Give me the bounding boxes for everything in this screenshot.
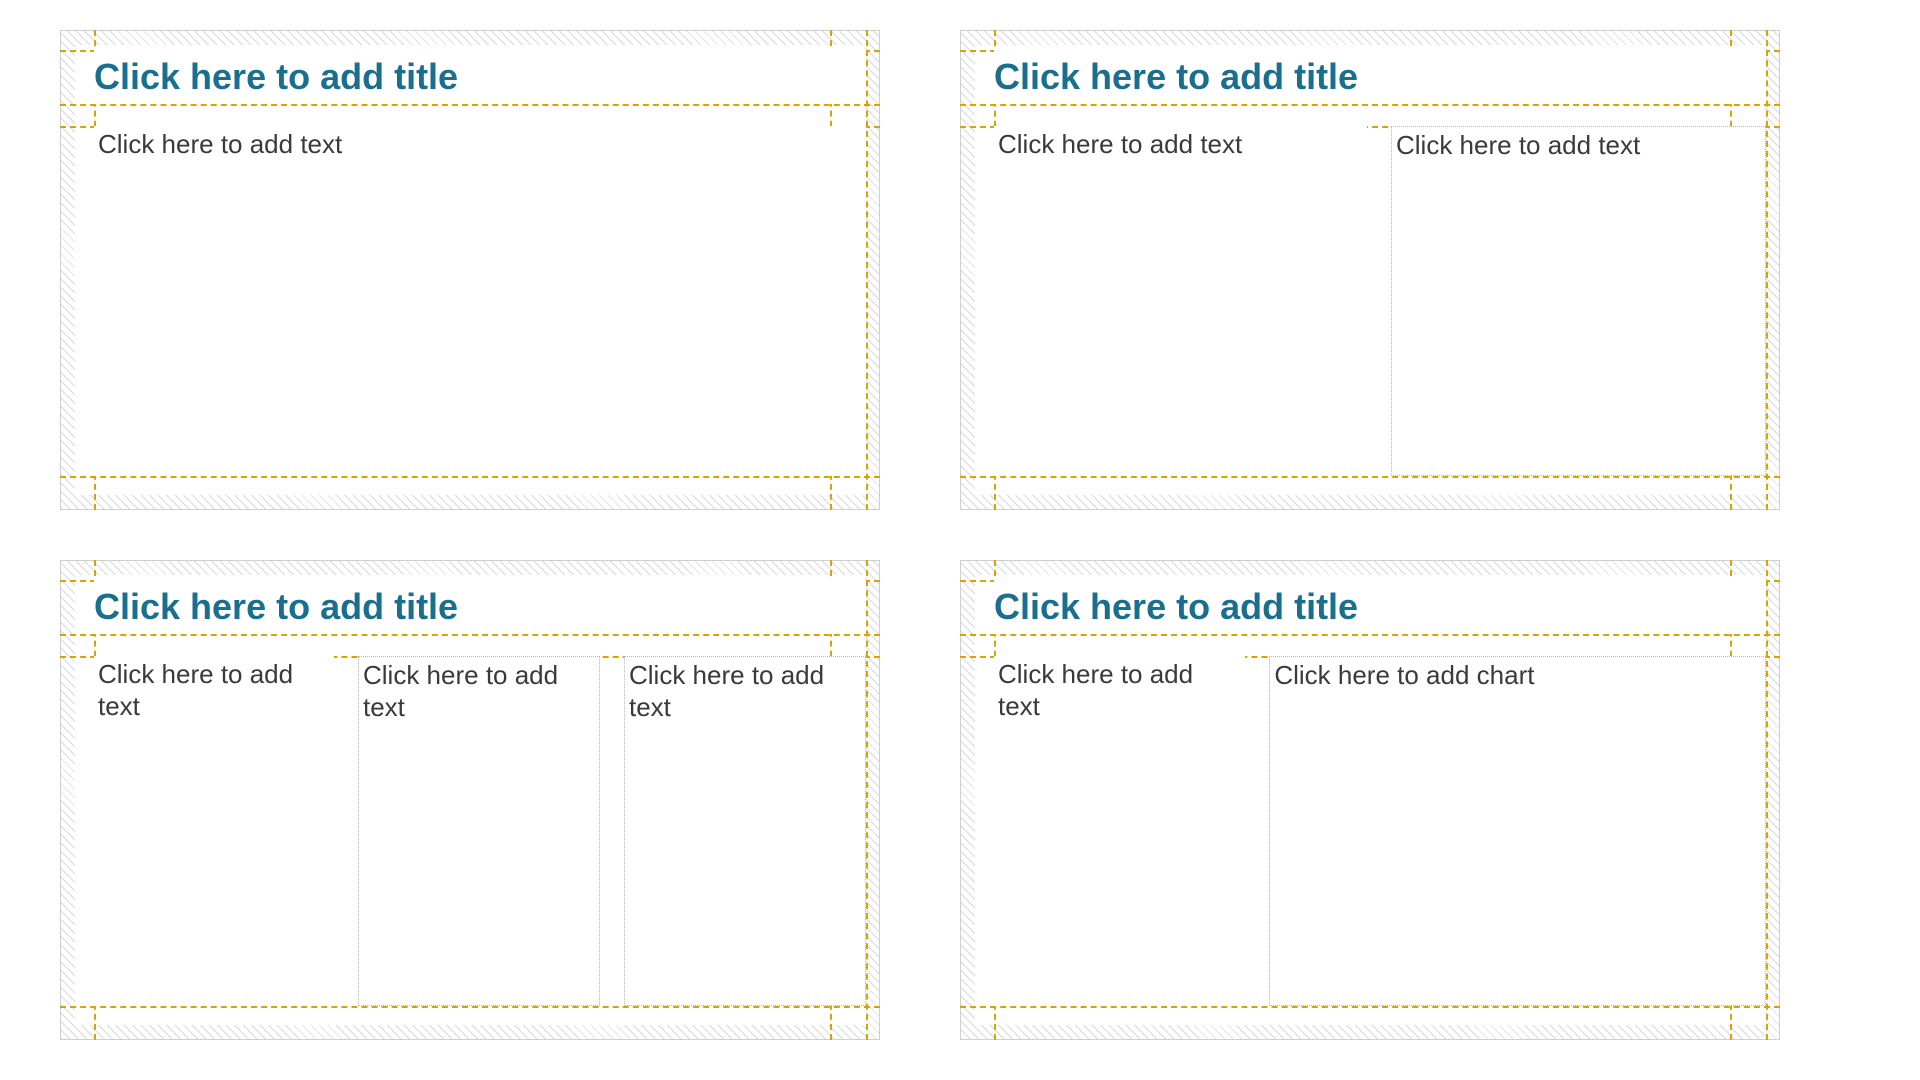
guide-line	[60, 634, 880, 636]
slide-layout-3[interactable]: Click here to add title Click here to ad…	[60, 560, 880, 1040]
placeholder-text: Click here to add text	[629, 660, 824, 722]
slide-layout-gallery: Click here to add title Click here to ad…	[0, 0, 1920, 1080]
slide-layout-2[interactable]: Click here to add title Click here to ad…	[960, 30, 1780, 510]
content-area: Click here to add text Click here to add…	[94, 656, 866, 1006]
content-placeholder[interactable]: Click here to add text	[624, 656, 866, 1006]
placeholder-text: Click here to add text	[98, 129, 342, 159]
guide-line	[1766, 560, 1768, 1040]
title-text: Click here to add title	[994, 56, 1358, 97]
placeholder-text: Click here to add text	[998, 129, 1242, 159]
content-placeholder[interactable]: Click here to add text	[94, 126, 866, 476]
content-area: Click here to add text Click here to add…	[994, 656, 1766, 1006]
title-text: Click here to add title	[94, 586, 458, 627]
guide-line	[60, 1006, 880, 1008]
title-placeholder[interactable]: Click here to add title	[94, 50, 866, 104]
content-area: Click here to add text Click here to add…	[994, 126, 1766, 476]
placeholder-text: Click here to add text	[98, 659, 293, 721]
guide-line	[960, 634, 1780, 636]
chart-placeholder[interactable]: Click here to add chart	[1269, 656, 1766, 1006]
title-placeholder[interactable]: Click here to add title	[994, 50, 1766, 104]
guide-line	[960, 104, 1780, 106]
guide-line	[866, 560, 868, 1040]
title-placeholder[interactable]: Click here to add title	[994, 580, 1766, 634]
guide-line	[866, 30, 868, 510]
guide-line	[960, 476, 1780, 478]
content-placeholder[interactable]: Click here to add text	[994, 656, 1245, 1006]
placeholder-text: Click here to add text	[1396, 130, 1640, 160]
placeholder-text: Click here to add text	[998, 659, 1193, 721]
guide-line	[60, 476, 880, 478]
content-placeholder[interactable]: Click here to add text	[994, 126, 1367, 476]
title-text: Click here to add title	[994, 586, 1358, 627]
slide-layout-1[interactable]: Click here to add title Click here to ad…	[60, 30, 880, 510]
guide-line	[60, 104, 880, 106]
content-area: Click here to add text	[94, 126, 866, 476]
guide-line	[1766, 30, 1768, 510]
content-placeholder[interactable]: Click here to add text	[358, 656, 600, 1006]
placeholder-text: Click here to add text	[363, 660, 558, 722]
title-placeholder[interactable]: Click here to add title	[94, 580, 866, 634]
title-text: Click here to add title	[94, 56, 458, 97]
placeholder-text: Click here to add chart	[1274, 660, 1534, 690]
content-placeholder[interactable]: Click here to add text	[1391, 126, 1766, 476]
content-placeholder[interactable]: Click here to add text	[94, 656, 334, 1006]
slide-layout-4[interactable]: Click here to add title Click here to ad…	[960, 560, 1780, 1040]
guide-line	[960, 1006, 1780, 1008]
